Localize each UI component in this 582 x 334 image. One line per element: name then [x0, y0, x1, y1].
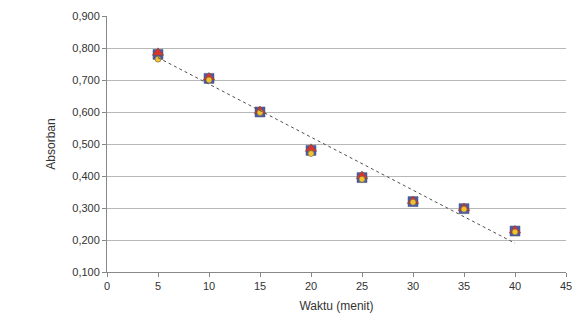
- svg-text:20: 20: [305, 280, 317, 292]
- svg-text:10: 10: [203, 280, 215, 292]
- svg-text:0,500: 0,500: [72, 138, 100, 150]
- svg-text:0: 0: [104, 280, 110, 292]
- svg-text:Absorban: Absorban: [44, 118, 58, 169]
- svg-text:30: 30: [407, 280, 419, 292]
- svg-text:Waktu (menit): Waktu (menit): [299, 299, 373, 313]
- svg-text:35: 35: [458, 280, 470, 292]
- svg-text:0,700: 0,700: [72, 74, 100, 86]
- svg-text:0,900: 0,900: [72, 10, 100, 22]
- svg-text:0,800: 0,800: [72, 42, 100, 54]
- svg-text:15: 15: [254, 280, 266, 292]
- svg-text:0,100: 0,100: [72, 266, 100, 278]
- svg-text:45: 45: [560, 280, 572, 292]
- svg-text:5: 5: [155, 280, 161, 292]
- svg-text:0,200: 0,200: [72, 234, 100, 246]
- svg-text:0,600: 0,600: [72, 106, 100, 118]
- svg-text:25: 25: [356, 280, 368, 292]
- svg-text:0,400: 0,400: [72, 170, 100, 182]
- svg-text:0,300: 0,300: [72, 202, 100, 214]
- svg-text:40: 40: [509, 280, 521, 292]
